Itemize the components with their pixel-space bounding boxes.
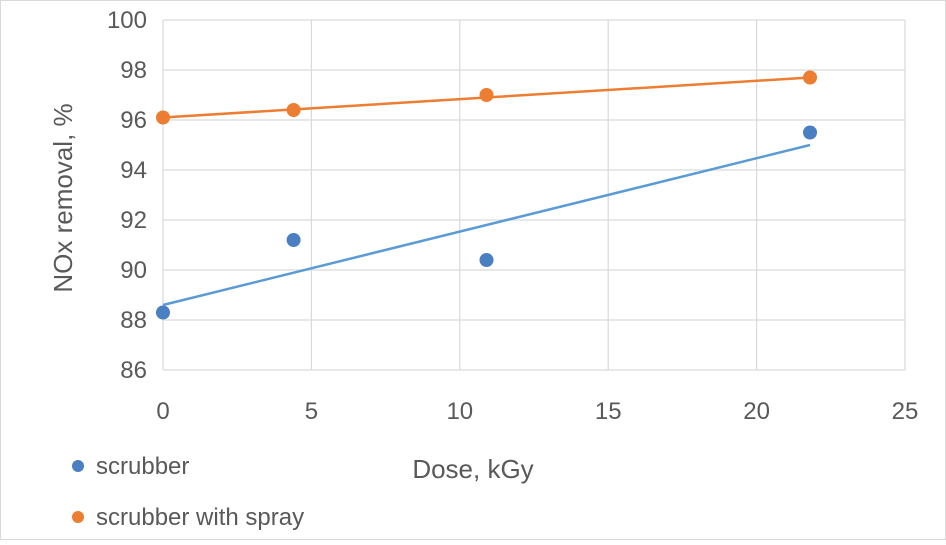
- legend-marker-scrubber: [72, 460, 84, 472]
- trendline-scrubber: [162, 143, 811, 307]
- data-point-scrubber-with-spray-0: [156, 110, 170, 125]
- tick-labels: 86 88 90 92 94 96 98 100 0 5 10 15 20 25: [107, 7, 918, 425]
- legend: scrubber scrubber with spray: [72, 453, 304, 531]
- x-tick-label-20: 20: [743, 398, 770, 425]
- y-tick-label-98: 98: [120, 57, 147, 84]
- x-tick-label-10: 10: [446, 398, 473, 425]
- legend-label-scrubber: scrubber: [96, 453, 189, 480]
- y-tick-label-100: 100: [107, 7, 147, 34]
- data-point-scrubber-with-spray-1: [286, 103, 301, 117]
- y-tick-label-96: 96: [120, 107, 147, 134]
- data-point-scrubber-3: [803, 125, 818, 140]
- y-tick-label-86: 86: [120, 357, 147, 384]
- data-points: [156, 70, 818, 320]
- data-point-scrubber-1: [286, 233, 301, 247]
- legend-label-scrubber-with-spray: scrubber with spray: [96, 504, 304, 531]
- grid: [162, 19, 906, 371]
- y-tick-label-88: 88: [120, 307, 147, 334]
- y-tick-label-92: 92: [120, 207, 147, 234]
- y-tick-label-94: 94: [120, 157, 147, 184]
- y-tick-label-90: 90: [120, 257, 147, 284]
- data-point-scrubber-2: [479, 253, 494, 267]
- data-point-scrubber-0: [156, 305, 170, 320]
- x-tick-label-15: 15: [595, 398, 622, 425]
- data-point-scrubber-with-spray-2: [479, 88, 494, 102]
- x-tick-label-5: 5: [305, 398, 318, 425]
- y-axis-title: NOx removal, %: [48, 103, 78, 292]
- legend-marker-scrubber-with-spray: [72, 511, 84, 523]
- x-tick-label-25: 25: [892, 398, 919, 425]
- x-axis-title: Dose, kGy: [412, 454, 533, 484]
- x-tick-label-0: 0: [156, 398, 169, 425]
- data-point-scrubber-with-spray-3: [803, 70, 818, 85]
